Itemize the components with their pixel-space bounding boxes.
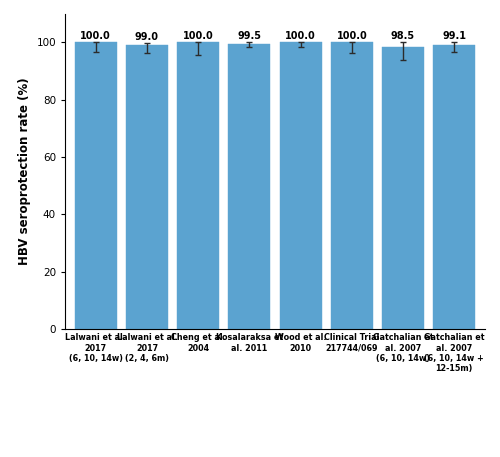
Bar (228, 44, 270, 329)
Bar (177, 43, 219, 329)
Text: 98.5: 98.5 (391, 31, 415, 41)
Bar (74, 43, 116, 329)
Text: 100.0: 100.0 (80, 31, 111, 41)
Text: 100.0: 100.0 (336, 31, 367, 41)
Bar (280, 43, 322, 329)
Y-axis label: HBV seroprotection rate (%): HBV seroprotection rate (%) (18, 78, 31, 265)
Text: 99.0: 99.0 (135, 32, 159, 42)
Bar (382, 47, 424, 329)
Text: 100.0: 100.0 (285, 31, 316, 41)
Bar (331, 43, 373, 329)
Text: 99.1: 99.1 (442, 31, 466, 41)
Bar (434, 45, 476, 329)
Text: 99.5: 99.5 (238, 31, 262, 41)
Bar (126, 45, 168, 329)
Text: 100.0: 100.0 (183, 31, 214, 41)
